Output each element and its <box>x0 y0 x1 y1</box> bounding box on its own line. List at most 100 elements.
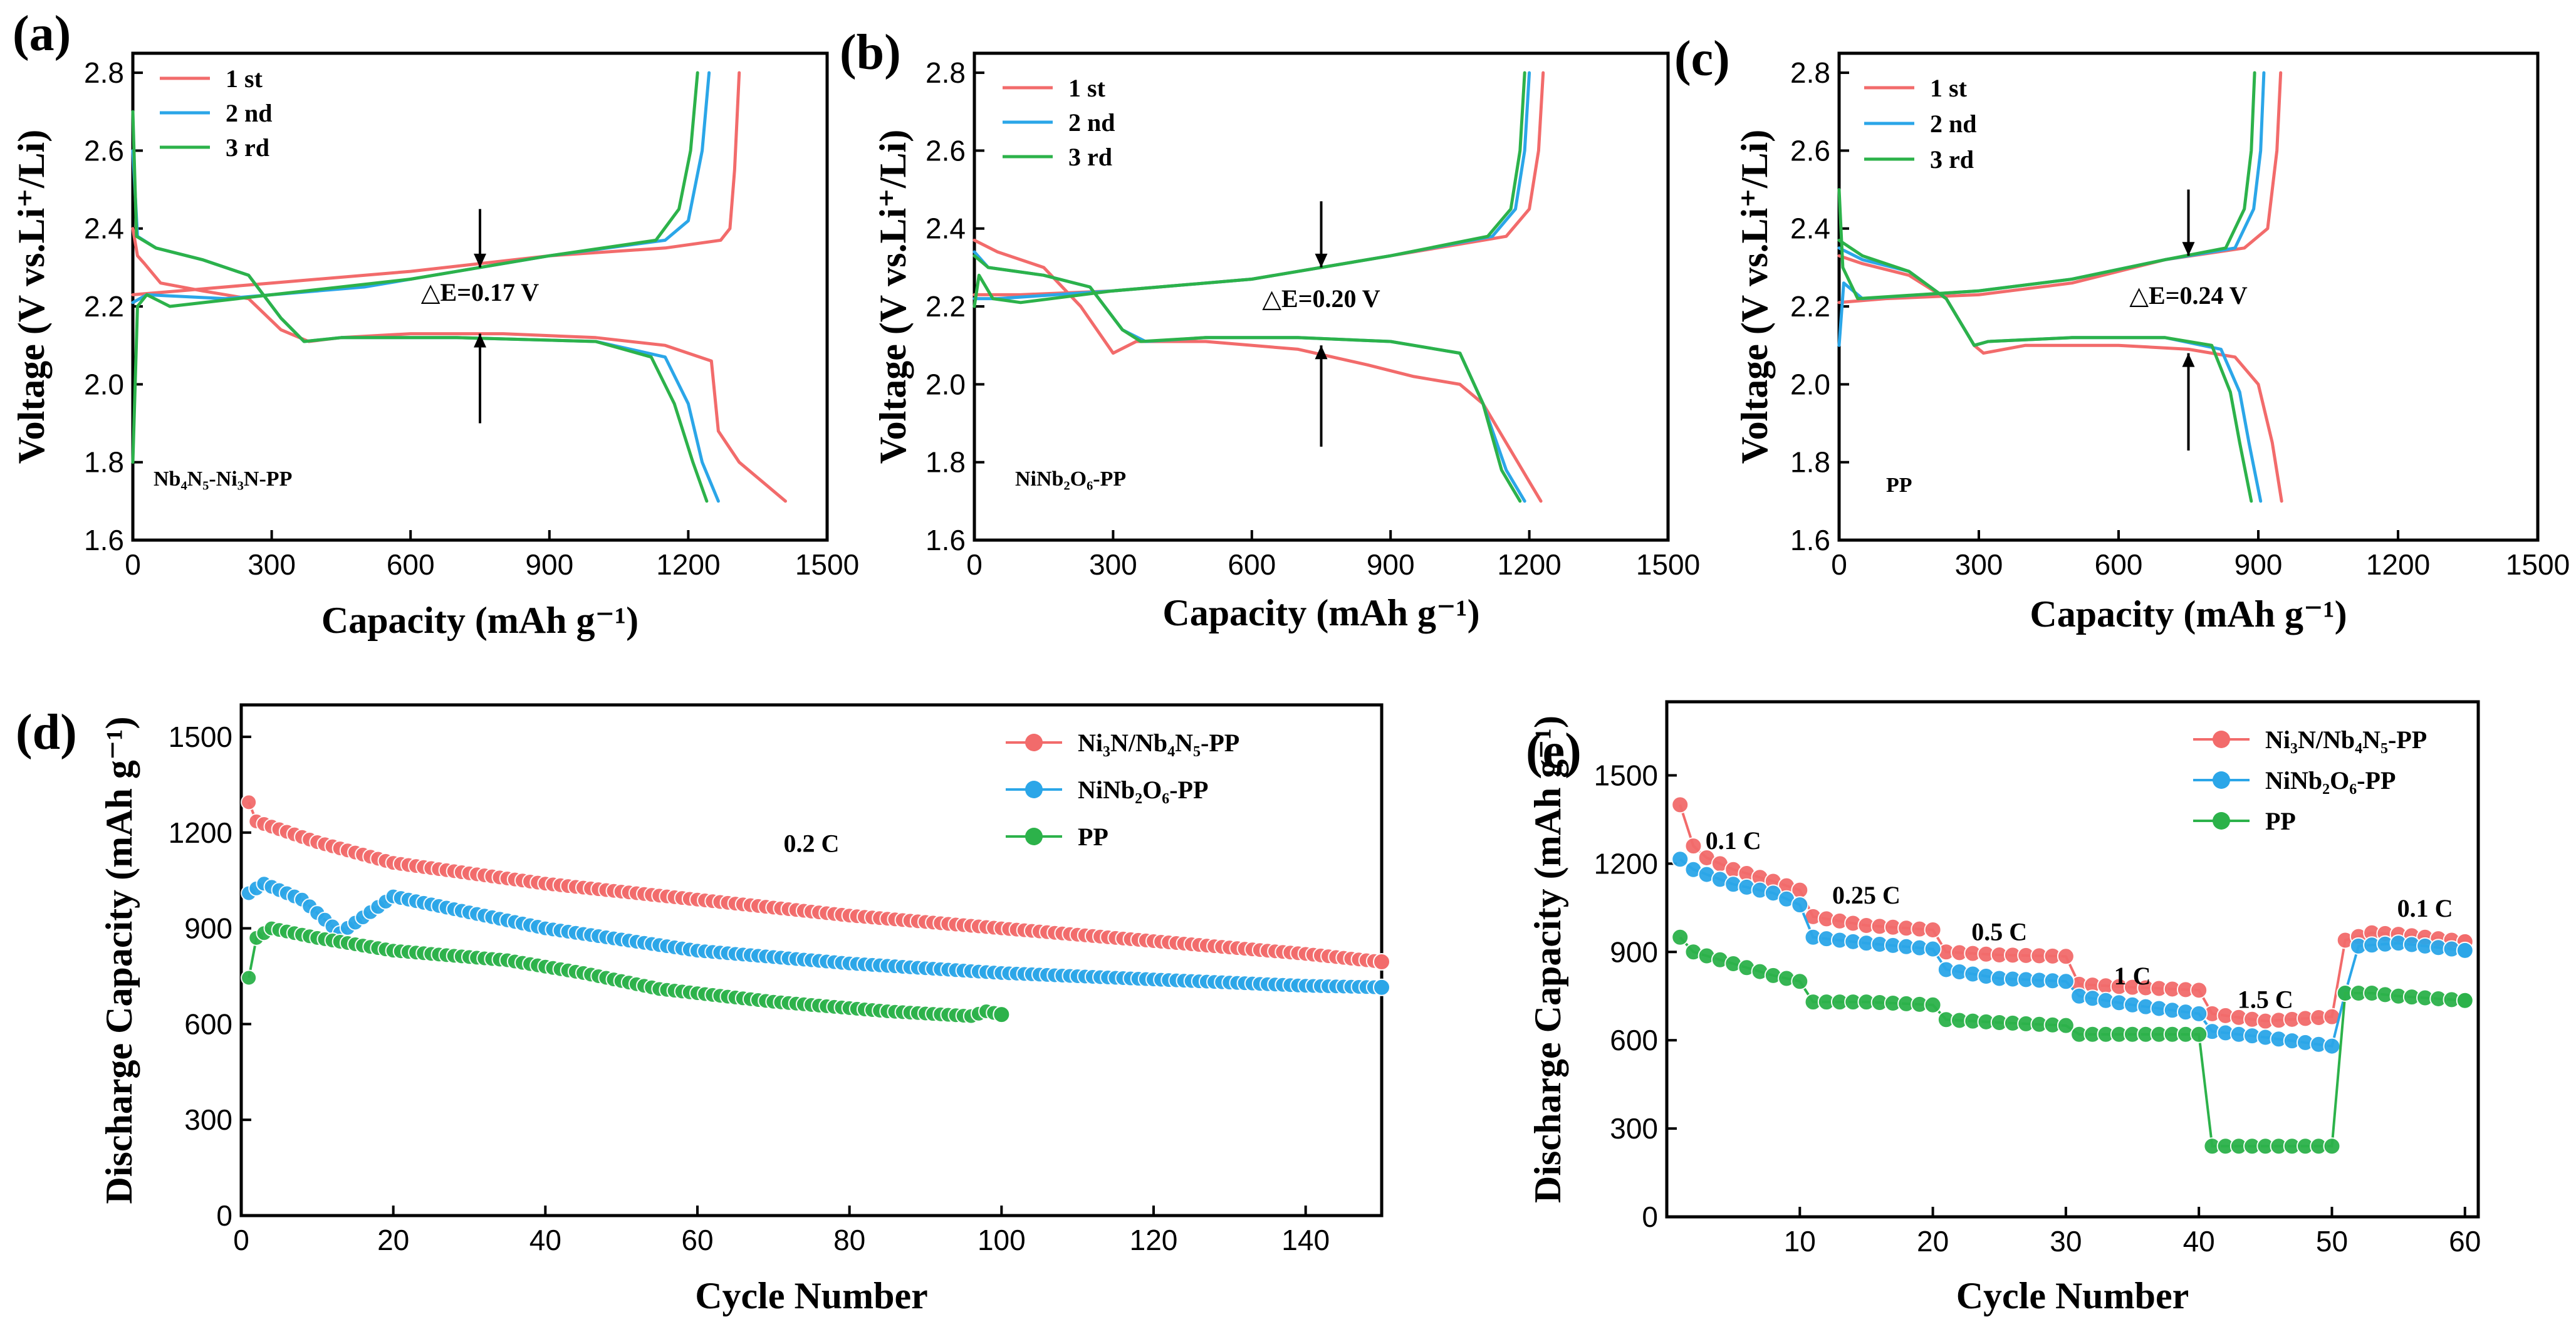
series-2-point <box>1373 978 1390 996</box>
panel-label: (a) <box>13 6 71 61</box>
panel-d: 0 20 40 60 80 100 120 140 0 300 600 900 1200 1500 Cycl… <box>16 703 1390 1316</box>
x-tick-label: 60 <box>681 1224 713 1256</box>
series-1-point <box>2190 981 2208 999</box>
legend-label: Ni₃N/Nb₄N₅-PP <box>1078 729 1239 757</box>
series-3-point <box>2456 991 2474 1009</box>
legend-label: NiNb₂O₆-PP <box>2265 766 2396 795</box>
y-tick-label: 0 <box>1642 1201 1658 1233</box>
rate-label: 0.1 C <box>1706 826 1761 855</box>
series-1-discharge-curve <box>973 238 1543 503</box>
x-axis-label: Capacity (mAh g⁻¹) <box>1162 592 1479 633</box>
y-tick-label: 2.8 <box>1790 56 1830 89</box>
legend-marker <box>1025 781 1043 798</box>
y-tick-label: 1.8 <box>926 446 966 479</box>
legend-label: NiNb₂O₆-PP <box>1078 776 1208 804</box>
x-tick-label: 300 <box>248 548 296 581</box>
y-tick-label: 2.0 <box>926 368 966 400</box>
series-2-point <box>2057 972 2075 991</box>
x-tick-label: 1500 <box>1636 548 1700 581</box>
series-1-discharge-curve <box>131 227 787 503</box>
sample-label: NiNb₂O₆-PP <box>1015 467 1126 491</box>
x-tick-label: 80 <box>833 1224 865 1256</box>
x-tick-label: 1500 <box>2506 548 2570 581</box>
series-3-charge-curve <box>131 71 699 464</box>
x-tick-label: 140 <box>1281 1224 1330 1256</box>
delta-e-annotation: △E=0.17 V <box>421 278 540 306</box>
legend-marker <box>2213 812 2230 830</box>
legend-label: 3 rd <box>1930 145 1974 174</box>
series-2-point <box>1924 940 1942 958</box>
y-tick-label: 900 <box>1610 935 1658 968</box>
y-tick-label: 2.2 <box>84 290 124 323</box>
series-2-discharge-curve <box>973 250 1526 503</box>
legend-label: 2 nd <box>1068 108 1115 137</box>
series-1-line <box>248 801 1382 963</box>
series-3-discharge-curve <box>973 254 1522 503</box>
x-tick-label: 60 <box>2449 1225 2481 1258</box>
arrow-up-head-icon <box>474 333 486 348</box>
series-2-point <box>2456 941 2474 959</box>
series-1-point <box>2057 947 2075 966</box>
sample-label: PP <box>1886 474 1912 497</box>
rate-label: 0.1 C <box>2397 894 2453 922</box>
legend-label: 1 st <box>1930 74 1968 102</box>
y-axis-label: Discharge Capacity (mAh g⁻¹) <box>1527 716 1568 1203</box>
x-tick-label: 0 <box>966 548 983 581</box>
y-tick-label: 1200 <box>1594 847 1658 880</box>
x-axis-label: Cycle Number <box>695 1275 928 1316</box>
series-2-point <box>2190 1004 2208 1023</box>
y-tick-label: 0 <box>216 1199 232 1232</box>
series-1-charge-curve <box>131 71 741 296</box>
y-tick-label: 600 <box>1610 1024 1658 1056</box>
x-tick-label: 30 <box>2050 1225 2082 1258</box>
arrow-down-head-icon <box>1315 253 1328 268</box>
series-1-point <box>241 794 258 811</box>
series-3-charge-curve <box>1837 71 2256 301</box>
series-1-discharge-curve <box>1837 254 2283 503</box>
rate-label: 0.25 C <box>1832 881 1901 909</box>
y-tick-label: 2.4 <box>84 212 124 245</box>
y-tick-label: 2.2 <box>1790 290 1830 323</box>
series-1-point <box>1373 953 1390 971</box>
x-tick-label: 1200 <box>2366 548 2430 581</box>
legend-label: 3 rd <box>226 133 269 162</box>
x-tick-label: 0 <box>125 548 141 581</box>
panel-label: (d) <box>16 705 77 760</box>
delta-e-annotation: △E=0.20 V <box>1262 284 1380 313</box>
series-3-point <box>1791 972 1809 991</box>
plot-frame <box>1665 700 2480 1219</box>
y-tick-label: 2.6 <box>926 134 966 167</box>
x-tick-label: 120 <box>1130 1224 1178 1256</box>
series-1-charge-curve <box>1837 71 2283 305</box>
series-2-point <box>2323 1037 2341 1055</box>
arrow-up-head-icon <box>2182 353 2195 367</box>
x-tick-label: 50 <box>2316 1225 2348 1258</box>
series-3-point <box>2323 1137 2341 1155</box>
legend-marker <box>1025 734 1043 751</box>
y-tick-label: 2.6 <box>84 134 124 167</box>
plot-frame <box>131 51 829 542</box>
series-3-point <box>2057 1016 2075 1034</box>
y-tick-label: 1500 <box>1594 759 1658 791</box>
y-axis-label: Voltage (V vs.Li⁺/Li) <box>11 130 52 464</box>
series-3-charge-curve <box>973 71 1526 308</box>
arrow-down-head-icon <box>2182 242 2195 256</box>
y-tick-label: 600 <box>184 1008 232 1040</box>
y-tick-label: 1.8 <box>1790 446 1830 479</box>
panel-b: 0 300 600 900 1200 1500 1.6 1.8 2.0 2.2 2.4 2.6 2.8 C… <box>840 25 1700 633</box>
x-tick-label: 0 <box>1831 548 1847 581</box>
x-tick-label: 900 <box>2234 548 2283 581</box>
x-tick-label: 1200 <box>1497 548 1561 581</box>
y-tick-label: 1.8 <box>84 446 124 479</box>
legend-label: 2 nd <box>226 99 273 127</box>
x-tick-label: 20 <box>1917 1225 1949 1258</box>
legend-marker <box>2213 771 2230 789</box>
y-tick-label: 1200 <box>169 816 232 849</box>
rate-label: 0.5 C <box>1971 917 2027 946</box>
series-1-point <box>1684 837 1703 855</box>
series-3-point <box>993 1006 1011 1024</box>
legend-label: 1 st <box>226 65 263 93</box>
x-tick-label: 1500 <box>795 548 859 581</box>
arrow-down-head-icon <box>474 253 486 268</box>
